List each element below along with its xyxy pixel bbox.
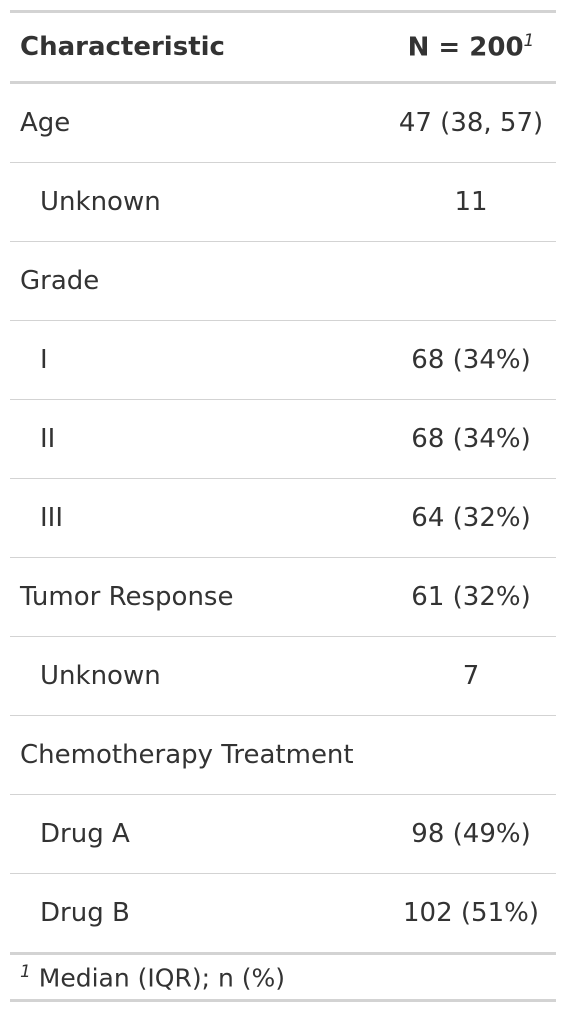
table-row: I 68 (34%)	[10, 320, 556, 400]
row-label: Chemotherapy Treatment	[10, 715, 386, 795]
row-label: Drug A	[10, 794, 386, 874]
header-text: N = 200	[407, 32, 524, 63]
row-label: Unknown	[10, 162, 386, 242]
table-row: II 68 (34%)	[10, 399, 556, 479]
table-row: III 64 (32%)	[10, 478, 556, 558]
summary-table: Characteristic N = 2001 Age 47 (38, 57) Un…	[10, 10, 556, 1002]
row-label: Tumor Response	[10, 557, 386, 637]
row-label: II	[10, 399, 386, 479]
header-cell: Characteristic	[10, 11, 386, 84]
header-row: Characteristic N = 2001	[10, 11, 556, 84]
table-row: Grade	[10, 241, 556, 321]
row-value: 68 (34%)	[386, 399, 556, 479]
row-label: Unknown	[10, 636, 386, 716]
row-value: 64 (32%)	[386, 478, 556, 558]
row-value: 102 (51%)	[386, 873, 556, 954]
footnote-mark: 1	[523, 31, 535, 52]
table-row: Tumor Response 61 (32%)	[10, 557, 556, 637]
row-value: 61 (32%)	[386, 557, 556, 637]
footnote-row: 1 Median (IQR); n (%)	[10, 952, 556, 1001]
row-label: III	[10, 478, 386, 558]
row-value: 47 (38, 57)	[386, 82, 556, 163]
row-label: I	[10, 320, 386, 400]
header-cell: N = 2001	[386, 11, 556, 84]
row-label: Drug B	[10, 873, 386, 954]
row-value	[386, 715, 556, 795]
table-row: Drug A 98 (49%)	[10, 794, 556, 874]
row-value	[386, 241, 556, 321]
row-label: Age	[10, 82, 386, 163]
table-row: Drug B 102 (51%)	[10, 873, 556, 954]
row-value: 68 (34%)	[386, 320, 556, 400]
footnote-text: Median (IQR); n (%)	[38, 963, 286, 993]
row-value: 7	[386, 636, 556, 716]
table-row: Age 47 (38, 57)	[10, 82, 556, 163]
table-row: Chemotherapy Treatment	[10, 715, 556, 795]
row-value: 98 (49%)	[386, 794, 556, 874]
table-row: Unknown 7	[10, 636, 556, 716]
row-label: Grade	[10, 241, 386, 321]
table-body: Age 47 (38, 57) Unknown 11 Grade I 68 (34%) II 6…	[10, 82, 556, 954]
footnote: 1 Median (IQR); n (%)	[10, 952, 556, 1001]
row-value: 11	[386, 162, 556, 242]
footnote-mark: 1	[20, 961, 31, 982]
table-row: Unknown 11	[10, 162, 556, 242]
